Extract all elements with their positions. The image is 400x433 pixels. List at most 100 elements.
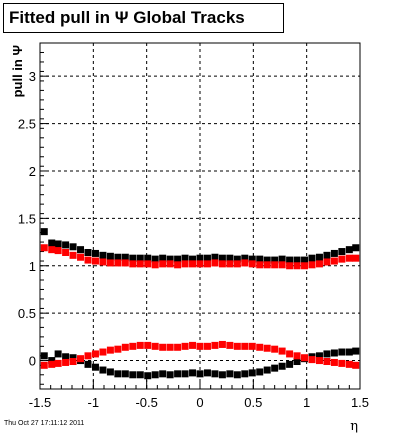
data-point xyxy=(54,350,62,358)
data-point xyxy=(62,353,70,361)
x-tick-label: 1 xyxy=(303,395,310,410)
data-point xyxy=(218,371,226,379)
data-point xyxy=(159,260,167,268)
data-point xyxy=(315,352,323,360)
data-point xyxy=(196,254,204,262)
data-point xyxy=(226,254,234,262)
data-point xyxy=(114,370,122,378)
data-point xyxy=(62,358,70,366)
data-point xyxy=(286,360,294,368)
data-point xyxy=(271,364,279,372)
data-point xyxy=(256,343,264,351)
data-point xyxy=(338,255,346,263)
data-point xyxy=(40,361,48,369)
data-point xyxy=(323,251,331,259)
y-tick-label: 3 xyxy=(29,69,36,84)
data-point xyxy=(174,255,182,263)
data-point xyxy=(129,342,137,350)
data-point xyxy=(181,370,189,378)
data-point xyxy=(345,348,353,356)
chart-title: Fitted pull in Ψ Global Tracks xyxy=(9,8,245,27)
data-point xyxy=(54,247,62,255)
data-point xyxy=(159,370,167,378)
data-point xyxy=(286,262,294,270)
data-point xyxy=(308,356,316,364)
data-point xyxy=(211,253,219,261)
data-point xyxy=(233,255,241,263)
data-point xyxy=(323,350,331,358)
data-point xyxy=(203,260,211,268)
data-point xyxy=(99,348,107,356)
data-point xyxy=(233,260,241,268)
data-point xyxy=(345,360,353,368)
data-point xyxy=(151,342,159,350)
data-point xyxy=(189,260,197,268)
data-point xyxy=(91,350,99,358)
data-point xyxy=(166,343,174,351)
data-point xyxy=(218,260,226,268)
data-point xyxy=(144,341,152,349)
x-tick-label: -0.5 xyxy=(135,395,157,410)
x-tick-label: -1 xyxy=(88,395,100,410)
data-point xyxy=(293,352,301,360)
data-point xyxy=(271,261,279,269)
data-point xyxy=(54,359,62,367)
data-point xyxy=(99,366,107,374)
data-point xyxy=(77,355,85,363)
data-point xyxy=(84,352,92,360)
data-point xyxy=(48,246,56,254)
data-point xyxy=(99,258,107,266)
data-point xyxy=(248,260,256,268)
data-point xyxy=(278,255,286,263)
data-point xyxy=(233,342,241,350)
data-point xyxy=(203,342,211,350)
data-point xyxy=(189,341,197,349)
data-point xyxy=(352,254,360,262)
data-point xyxy=(151,261,159,269)
data-point xyxy=(99,251,107,259)
data-point xyxy=(301,262,309,270)
data-point xyxy=(91,249,99,257)
data-point xyxy=(315,260,323,268)
data-point xyxy=(278,347,286,355)
data-point xyxy=(218,340,226,348)
data-point xyxy=(338,348,346,356)
data-point xyxy=(114,345,122,353)
data-point xyxy=(69,358,77,366)
data-point xyxy=(218,254,226,262)
data-point xyxy=(330,249,338,257)
data-point xyxy=(129,371,137,379)
data-point xyxy=(256,368,264,376)
data-point xyxy=(69,354,77,362)
grid-layer xyxy=(40,43,360,389)
chart-title-box: Fitted pull in Ψ Global Tracks xyxy=(3,3,284,33)
data-point xyxy=(174,261,182,269)
x-tick-label: 1.5 xyxy=(351,395,369,410)
data-point xyxy=(159,343,167,351)
data-point xyxy=(40,352,48,360)
data-point xyxy=(40,228,48,236)
data-point xyxy=(263,256,271,264)
data-point xyxy=(84,360,92,368)
data-point xyxy=(159,254,167,262)
data-point xyxy=(91,257,99,265)
data-point xyxy=(106,346,114,354)
data-point xyxy=(129,254,137,262)
data-point xyxy=(54,240,62,248)
data-point xyxy=(323,358,331,366)
data-point xyxy=(106,368,114,376)
data-point xyxy=(84,248,92,256)
data-point xyxy=(301,354,309,362)
x-tick-label: 0 xyxy=(196,395,203,410)
data-point xyxy=(338,248,346,256)
data-point xyxy=(248,342,256,350)
data-point xyxy=(241,259,249,267)
data-point xyxy=(226,341,234,349)
data-point xyxy=(241,254,249,262)
x-tick-label: -1.5 xyxy=(29,395,51,410)
data-point xyxy=(352,361,360,369)
data-point xyxy=(241,370,249,378)
data-point xyxy=(203,254,211,262)
data-point xyxy=(352,244,360,252)
